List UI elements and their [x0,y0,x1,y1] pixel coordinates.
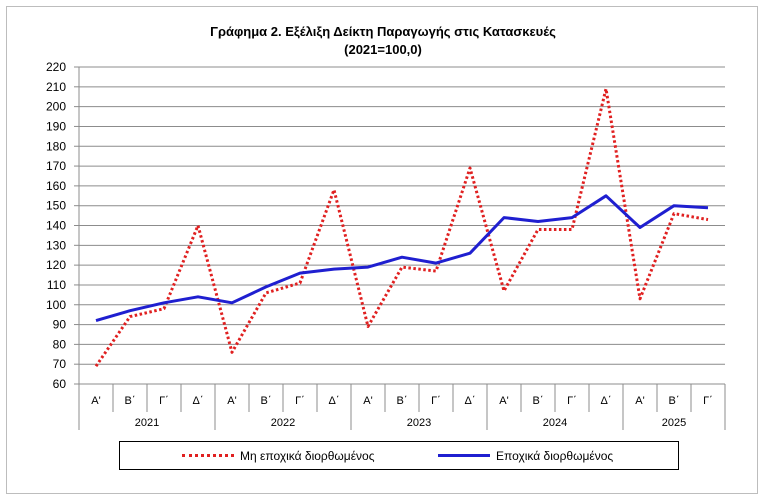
x-tick-label: Α' [635,395,644,407]
year-label: 2021 [135,417,159,429]
x-tick-label: Β΄ [125,395,136,407]
y-tick-label: 180 [46,139,66,153]
x-tick-label: Α' [499,395,508,407]
x-tick-label: Γ΄ [567,395,577,407]
legend-label-unadjusted: Μη εποχικά διορθωμένος [240,448,375,463]
year-label: 2023 [407,417,431,429]
x-tick-label: Β΄ [261,395,272,407]
x-tick-label: Α' [227,395,236,407]
x-tick-label: Γ΄ [159,395,169,407]
legend-swatch-solid [438,454,490,457]
x-tick-label: Δ΄ [192,395,203,407]
y-tick-label: 160 [46,179,66,193]
x-tick-label: Β΄ [397,395,408,407]
x-tick-label: Γ΄ [295,395,305,407]
y-tick-label: 220 [46,60,66,74]
y-tick-label: 80 [53,337,67,351]
x-tick-label: Δ΄ [328,395,339,407]
y-tick-label: 90 [53,318,67,332]
y-tick-label: 200 [46,100,66,114]
x-tick-label: Δ΄ [600,395,611,407]
chart-subtitle: (2021=100,0) [344,42,422,57]
y-tick-label: 120 [46,258,66,272]
y-tick-label: 100 [46,298,66,312]
y-tick-label: 70 [53,357,67,371]
y-tick-label: 140 [46,219,66,233]
x-tick-label: Α' [91,395,100,407]
legend-swatch-dotted [182,454,234,457]
x-tick-label: Β΄ [669,395,680,407]
y-tick-label: 130 [46,238,66,252]
chart-title: Γράφημα 2. Εξέλιξη Δείκτη Παραγωγής στις… [210,24,556,39]
year-label: 2022 [271,417,295,429]
y-tick-label: 170 [46,159,66,173]
legend-item-adjusted: Εποχικά διορθωμένος [438,442,613,469]
y-tick-label: 150 [46,199,66,213]
y-tick-label: 60 [53,377,67,391]
legend-label-adjusted: Εποχικά διορθωμένος [496,448,614,463]
chart-legend: Μη εποχικά διορθωμένος Εποχικά διορθωμέν… [119,441,679,470]
y-tick-label: 210 [46,80,66,94]
x-tick-label: Γ΄ [703,395,713,407]
x-tick-label: Β΄ [533,395,544,407]
legend-item-unadjusted: Μη εποχικά διορθωμένος [182,442,375,469]
x-tick-label: Δ΄ [464,395,475,407]
y-tick-label: 110 [47,278,66,292]
y-tick-label: 190 [46,119,66,133]
year-label: 2024 [543,417,567,429]
year-label: 2025 [662,417,686,429]
x-tick-label: Α' [363,395,372,407]
series-line-adjusted [95,194,709,323]
x-tick-label: Γ΄ [431,395,441,407]
